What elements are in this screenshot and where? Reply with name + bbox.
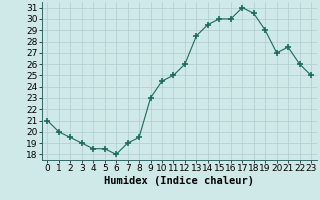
X-axis label: Humidex (Indice chaleur): Humidex (Indice chaleur) [104, 176, 254, 186]
